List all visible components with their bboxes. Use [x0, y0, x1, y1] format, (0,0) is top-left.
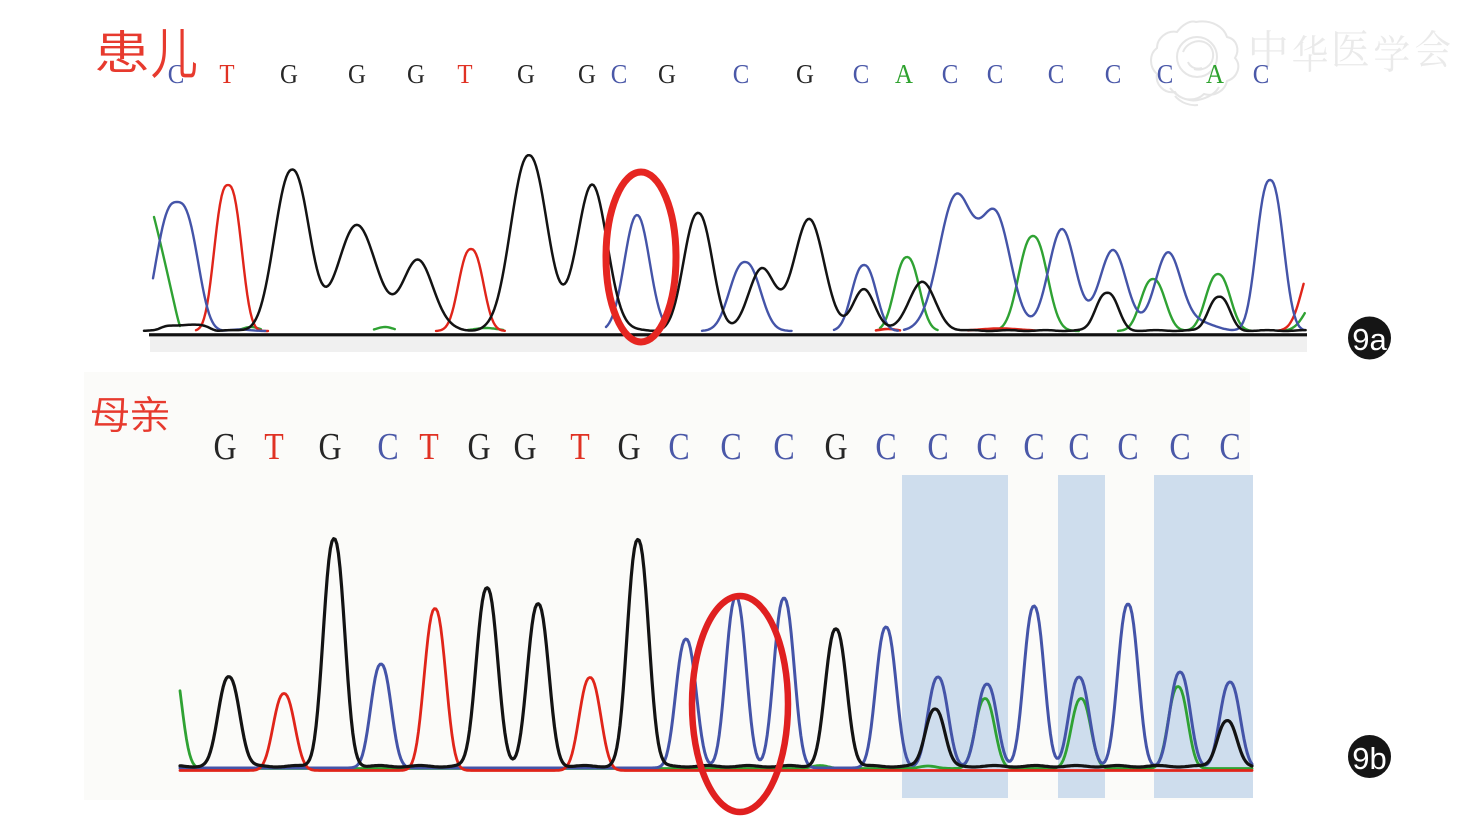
svg-text:T: T — [419, 425, 438, 467]
svg-text:G: G — [517, 59, 535, 89]
svg-text:C: C — [377, 425, 398, 467]
svg-text:T: T — [457, 59, 472, 89]
svg-text:C: C — [668, 425, 689, 467]
svg-text:G: G — [824, 425, 847, 467]
svg-text:G: G — [578, 59, 596, 89]
svg-text:G: G — [513, 425, 536, 467]
svg-text:C: C — [942, 59, 959, 89]
svg-text:G: G — [658, 59, 676, 89]
svg-text:C: C — [1157, 59, 1174, 89]
svg-text:C: C — [1048, 59, 1065, 89]
svg-text:A: A — [1206, 59, 1224, 89]
svg-text:C: C — [1253, 59, 1270, 89]
svg-text:G: G — [280, 59, 298, 89]
svg-text:A: A — [895, 59, 913, 89]
svg-text:C: C — [773, 425, 794, 467]
svg-text:C: C — [733, 59, 750, 89]
svg-text:G: G — [796, 59, 814, 89]
svg-text:C: C — [720, 425, 741, 467]
svg-text:C: C — [611, 59, 628, 89]
svg-text:C: C — [976, 425, 997, 467]
svg-text:C: C — [875, 425, 896, 467]
svg-text:C: C — [987, 59, 1004, 89]
svg-text:G: G — [348, 59, 366, 89]
svg-text:9a: 9a — [1352, 322, 1387, 357]
svg-text:G: G — [213, 425, 236, 467]
svg-text:C: C — [168, 59, 185, 89]
svg-text:G: G — [467, 425, 490, 467]
svg-text:G: G — [407, 59, 425, 89]
svg-text:C: C — [853, 59, 870, 89]
svg-text:C: C — [927, 425, 948, 467]
svg-text:C: C — [1068, 425, 1089, 467]
svg-text:9b: 9b — [1352, 741, 1386, 776]
svg-text:T: T — [570, 425, 589, 467]
svg-text:T: T — [219, 59, 234, 89]
svg-text:T: T — [264, 425, 283, 467]
svg-text:C: C — [1023, 425, 1044, 467]
svg-text:G: G — [617, 425, 640, 467]
svg-text:C: C — [1105, 59, 1122, 89]
svg-text:G: G — [318, 425, 341, 467]
svg-text:C: C — [1219, 425, 1240, 467]
svg-text:C: C — [1169, 425, 1190, 467]
svg-text:C: C — [1117, 425, 1138, 467]
